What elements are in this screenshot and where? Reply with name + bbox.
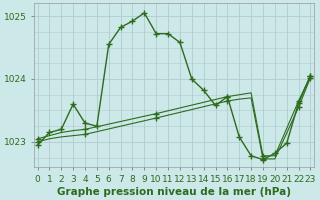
X-axis label: Graphe pression niveau de la mer (hPa): Graphe pression niveau de la mer (hPa)	[57, 187, 291, 197]
